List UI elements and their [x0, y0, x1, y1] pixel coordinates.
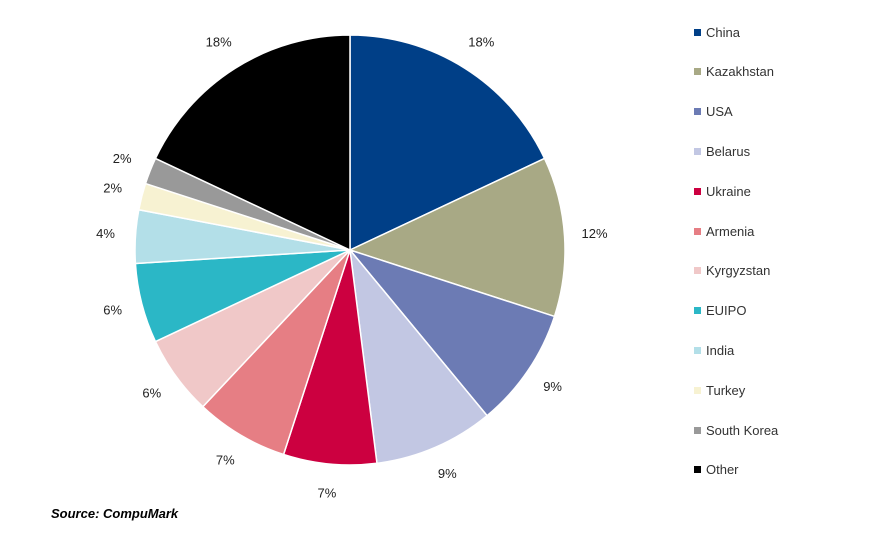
- legend-item-ukraine: Ukraine: [694, 181, 751, 201]
- data-label-belarus: 9%: [438, 466, 457, 481]
- pie-slices: [134, 34, 566, 466]
- pie-slice-kazakhstan: [349, 157, 566, 318]
- legend-swatch-turkey: [694, 386, 701, 394]
- legend-item-china: China: [694, 22, 740, 42]
- legend-label-ukraine: Ukraine: [706, 183, 751, 199]
- pie-slice-other: [154, 34, 351, 251]
- legend-item-belarus: Belarus: [694, 141, 750, 161]
- legend-label-india: India: [706, 342, 735, 358]
- legend-label-euipo: EUIPO: [706, 303, 747, 319]
- legend-item-kazakhstan: Kazakhstan: [694, 62, 774, 82]
- legend-swatch-kyrgyzstan: [694, 267, 701, 275]
- legend-swatch-kazakhstan: [694, 68, 701, 76]
- legend-item-euipo: EUIPO: [694, 301, 746, 321]
- legend-label-turkey: Turkey: [706, 382, 746, 398]
- legend-label-kazakhstan: Kazakhstan: [706, 64, 774, 80]
- legend-label-usa: USA: [706, 104, 733, 120]
- data-label-china: 18%: [468, 35, 494, 50]
- legend-label-other: Other: [706, 462, 739, 478]
- pie-slice-usa: [349, 249, 556, 417]
- legend-swatch-euipo: [694, 307, 701, 315]
- data-label-other: 18%: [206, 35, 232, 50]
- data-label-ukraine: 7%: [318, 485, 337, 500]
- data-label-kazakhstan: 12%: [581, 226, 607, 241]
- legend-label-china: China: [706, 24, 740, 40]
- pie-data-labels: 18% 12% 9% 9% 7% 7% 6% 6% 4% 2% 2% 18%: [96, 35, 608, 501]
- legend-label-kyrgyzstan: Kyrgyzstan: [706, 263, 771, 279]
- data-label-euipo: 6%: [103, 302, 122, 317]
- data-label-turkey: 2%: [103, 181, 122, 196]
- legend-item-armenia: Armenia: [694, 221, 754, 241]
- data-label-usa: 9%: [543, 379, 562, 394]
- legend-swatch-ukraine: [694, 187, 701, 195]
- legend-item-kyrgyzstan: Kyrgyzstan: [694, 261, 770, 281]
- data-label-india: 4%: [96, 226, 115, 241]
- legend-item-other: Other: [694, 460, 739, 480]
- pie-slice-china: [349, 34, 546, 251]
- legend-label-south-korea: South Korea: [706, 422, 779, 438]
- legend-item-turkey: Turkey: [694, 380, 745, 400]
- legend-swatch-south-korea: [694, 426, 701, 434]
- data-label-kyrgyzstan: 6%: [142, 385, 161, 400]
- pie-slice-belarus: [349, 249, 488, 465]
- legend-item-south-korea: South Korea: [694, 420, 778, 440]
- legend-swatch-belarus: [694, 147, 701, 155]
- legend-swatch-other: [694, 466, 701, 474]
- legend-swatch-india: [694, 346, 701, 354]
- data-label-south-korea: 2%: [113, 151, 132, 166]
- legend-item-usa: USA: [694, 102, 733, 122]
- legend-swatch-usa: [694, 108, 701, 116]
- legend-label-belarus: Belarus: [706, 143, 751, 159]
- data-label-armenia: 7%: [216, 452, 235, 467]
- legend-item-india: India: [694, 340, 734, 360]
- source-note: Source: CompuMark: [51, 506, 179, 521]
- legend-swatch-china: [694, 28, 701, 36]
- legend-swatch-armenia: [694, 227, 701, 235]
- legend-label-armenia: Armenia: [706, 223, 755, 239]
